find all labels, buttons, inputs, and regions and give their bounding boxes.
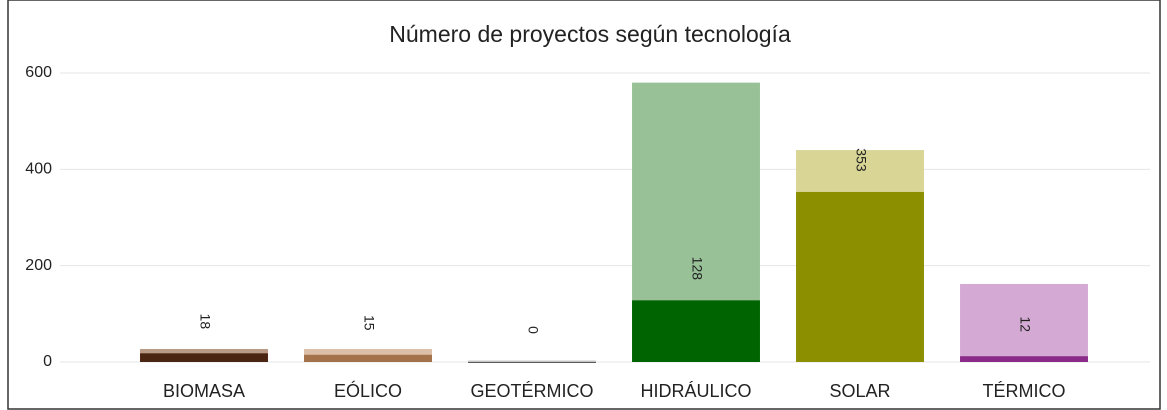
bar bbox=[632, 300, 760, 362]
x-tick-label: BIOMASA bbox=[163, 381, 245, 401]
x-tick-label: HIDRÁULICO bbox=[640, 381, 751, 401]
data-label: 353 bbox=[853, 148, 869, 172]
x-tick-label: GEOTÉRMICO bbox=[470, 381, 593, 401]
y-tick-label: 600 bbox=[25, 64, 52, 81]
chart-title: Número de proyectos según tecnología bbox=[389, 21, 791, 47]
data-label: 15 bbox=[361, 315, 377, 331]
data-label: 128 bbox=[689, 257, 705, 281]
data-label: 0 bbox=[525, 326, 541, 334]
bar bbox=[468, 362, 596, 363]
y-tick-label: 200 bbox=[25, 257, 52, 274]
y-tick-label: 0 bbox=[43, 353, 52, 370]
x-tick-label: EÓLICO bbox=[334, 380, 402, 401]
y-tick-label: 400 bbox=[25, 161, 52, 178]
bar bbox=[796, 191, 924, 362]
bar bbox=[304, 354, 432, 362]
x-tick-label: SOLAR bbox=[829, 381, 890, 401]
bar bbox=[960, 283, 1088, 362]
data-label: 18 bbox=[197, 314, 213, 330]
bar bbox=[140, 353, 268, 362]
data-label: 12 bbox=[1017, 316, 1033, 332]
bar bbox=[960, 356, 1088, 362]
bar bbox=[468, 360, 596, 362]
chart-frame bbox=[7, 0, 1161, 410]
x-tick-label: TÉRMICO bbox=[983, 381, 1066, 401]
